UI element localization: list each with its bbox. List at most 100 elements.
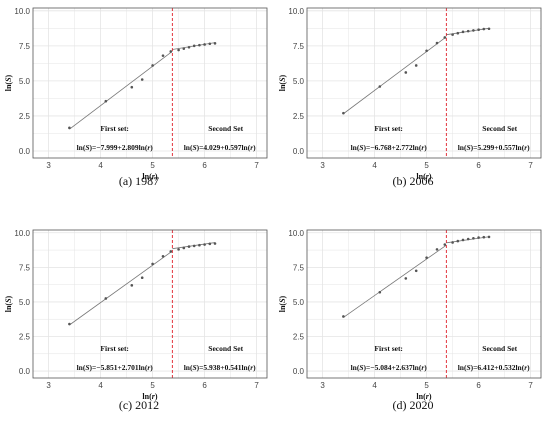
x-tick-label: 7: [254, 381, 259, 390]
y-tick-label: 7.5: [19, 263, 31, 272]
x-axis-label: ln(r): [142, 392, 157, 401]
panel-2: 0.0 2.5 5.0 7.5 10.0 3 4 5 6 7 ln(r) ln(S) First set…: [278, 7, 542, 188]
fit-line-first-set: [69, 250, 173, 326]
plot-area: [33, 230, 267, 378]
panel-caption: (a) 1987: [119, 174, 159, 188]
data-point: [130, 284, 134, 287]
first-set-equation: ln(S)=−6.768+2.772ln(r): [351, 143, 428, 152]
x-tick-label: 6: [476, 381, 481, 390]
y-tick-label: 0.0: [293, 367, 305, 376]
data-point: [461, 238, 465, 242]
y-tick-label: 10.0: [14, 229, 30, 238]
x-tick-label: 3: [320, 161, 325, 170]
data-point: [414, 64, 418, 67]
data-point: [456, 31, 460, 35]
x-tick-label: 5: [424, 161, 429, 170]
data-points: [342, 235, 491, 318]
data-point: [192, 244, 196, 248]
data-point: [187, 45, 191, 49]
y-tick-label: 2.5: [293, 112, 305, 121]
data-point: [182, 246, 186, 250]
data-point: [208, 242, 212, 246]
y-tick-label: 5.0: [19, 298, 31, 307]
data-point: [461, 30, 465, 34]
plot-area: [307, 230, 541, 378]
data-points: [342, 27, 491, 115]
data-point: [435, 41, 439, 45]
y-tick-label: 2.5: [293, 333, 305, 342]
data-point: [443, 36, 447, 39]
first-set-title: First set:: [374, 124, 403, 133]
second-set-title: Second Set: [208, 124, 243, 133]
y-tick-label: 5.0: [293, 298, 305, 307]
data-point: [451, 33, 454, 36]
plot-area: [307, 8, 541, 158]
x-tick-label: 6: [202, 161, 207, 170]
y-tick-label: 2.5: [19, 333, 31, 342]
data-point: [487, 27, 491, 31]
data-point: [466, 237, 470, 241]
panel-caption: (d) 2020: [393, 398, 434, 412]
panel-1: 0.0 2.5 5.0 7.5 10.0 3 4 5 6 7 ln(r) ln(S) First set…: [4, 7, 268, 188]
plot-frame: [32, 7, 268, 159]
data-point: [477, 28, 480, 32]
y-tick-label: 0.0: [19, 367, 31, 376]
data-point: [68, 322, 71, 326]
x-tick-label: 3: [46, 161, 51, 170]
data-point: [466, 29, 470, 33]
second-set-equation: ln(S)=5.938+0.541ln(r): [184, 363, 256, 372]
data-point: [187, 245, 191, 248]
y-tick-label: 0.0: [293, 147, 305, 156]
x-tick-label: 6: [476, 161, 481, 170]
x-axis-label: ln(r): [142, 172, 157, 181]
panel-caption: (b) 2006: [393, 174, 434, 188]
data-point: [404, 277, 408, 280]
fit-line-first-set: [343, 36, 447, 115]
data-point: [414, 269, 418, 273]
data-point: [130, 85, 134, 89]
data-point: [213, 42, 217, 45]
y-tick-label: 5.0: [19, 77, 31, 86]
data-point: [482, 27, 486, 31]
y-axis-label: ln(S): [278, 295, 287, 312]
grid: [33, 8, 267, 158]
x-tick-label: 7: [528, 161, 533, 170]
data-point: [425, 49, 428, 53]
data-point: [487, 235, 491, 239]
data-point: [151, 262, 154, 266]
data-point: [472, 236, 475, 240]
x-tick-label: 4: [372, 161, 377, 170]
second-set-equation: ln(S)=5.299+0.557ln(r): [458, 143, 530, 152]
data-point: [378, 85, 382, 88]
x-axis-label: ln(r): [416, 392, 431, 401]
y-axis-label: ln(S): [4, 74, 13, 91]
panel-3: 0.0 2.5 5.0 7.5 10.0 3 4 5 6 7 ln(r) ln(S) First set…: [4, 229, 268, 412]
data-point: [425, 256, 428, 259]
panel-caption: (c) 2012: [119, 398, 159, 412]
y-tick-label: 10.0: [14, 7, 30, 16]
data-point: [213, 242, 217, 245]
data-point: [342, 315, 345, 318]
y-tick-label: 0.0: [19, 147, 31, 156]
data-point: [203, 43, 206, 46]
data-point: [342, 111, 345, 115]
second-set-title: Second Set: [208, 344, 243, 353]
data-point: [104, 99, 108, 103]
x-tick-label: 7: [254, 161, 259, 170]
x-tick-label: 4: [372, 381, 377, 390]
data-point: [443, 243, 447, 246]
second-set-title: Second Set: [482, 344, 517, 353]
data-point: [472, 29, 475, 32]
x-tick-label: 3: [320, 381, 325, 390]
plot-frame: [306, 229, 542, 379]
data-point: [456, 239, 460, 243]
data-points: [68, 42, 217, 130]
x-tick-label: 6: [202, 381, 207, 390]
fit-line-first-set: [69, 50, 173, 130]
y-tick-label: 5.0: [293, 77, 305, 86]
y-tick-label: 10.0: [288, 7, 304, 16]
data-point: [451, 241, 454, 244]
data-point: [104, 297, 108, 300]
x-axis-label: ln(r): [416, 172, 431, 181]
